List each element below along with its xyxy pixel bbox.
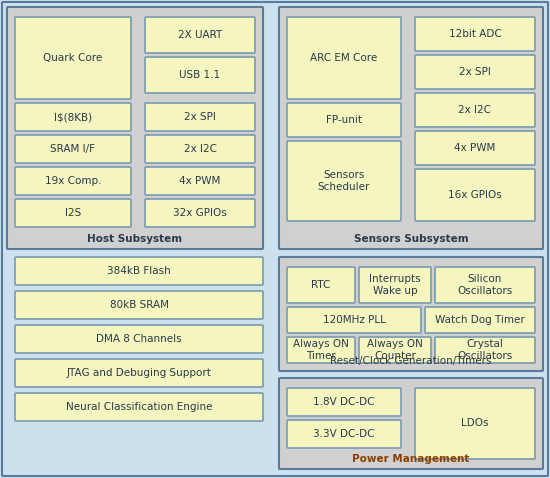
FancyBboxPatch shape (15, 325, 263, 353)
Text: Power Management: Power Management (353, 454, 470, 464)
FancyBboxPatch shape (359, 337, 431, 363)
FancyBboxPatch shape (415, 388, 535, 459)
Text: ARC EM Core: ARC EM Core (310, 53, 378, 63)
FancyBboxPatch shape (145, 199, 255, 227)
Text: 2x SPI: 2x SPI (459, 67, 491, 77)
FancyBboxPatch shape (15, 17, 131, 99)
Text: Silicon
Oscillators: Silicon Oscillators (458, 274, 513, 296)
FancyBboxPatch shape (415, 131, 535, 165)
FancyBboxPatch shape (287, 267, 355, 303)
Text: I2S: I2S (65, 208, 81, 218)
FancyBboxPatch shape (15, 103, 131, 131)
FancyBboxPatch shape (287, 103, 401, 137)
Text: 4x PWM: 4x PWM (454, 143, 496, 153)
FancyBboxPatch shape (435, 337, 535, 363)
Text: 2x I2C: 2x I2C (459, 105, 492, 115)
Text: Host Subsystem: Host Subsystem (87, 234, 183, 244)
FancyBboxPatch shape (435, 267, 535, 303)
FancyBboxPatch shape (15, 291, 263, 319)
Text: I$(8KB): I$(8KB) (54, 112, 92, 122)
Text: 3.3V DC-DC: 3.3V DC-DC (314, 429, 375, 439)
FancyBboxPatch shape (145, 135, 255, 163)
Text: 4x PWM: 4x PWM (179, 176, 221, 186)
FancyBboxPatch shape (279, 7, 543, 249)
FancyBboxPatch shape (415, 169, 535, 221)
FancyBboxPatch shape (15, 135, 131, 163)
Text: 2x I2C: 2x I2C (184, 144, 217, 154)
FancyBboxPatch shape (287, 17, 401, 99)
FancyBboxPatch shape (15, 257, 263, 285)
Text: USB 1.1: USB 1.1 (179, 70, 221, 80)
FancyBboxPatch shape (15, 199, 131, 227)
FancyBboxPatch shape (415, 17, 535, 51)
Text: 2X UART: 2X UART (178, 30, 222, 40)
FancyBboxPatch shape (415, 93, 535, 127)
Text: 120MHz PLL: 120MHz PLL (322, 315, 386, 325)
FancyBboxPatch shape (425, 307, 535, 333)
Text: 384kB Flash: 384kB Flash (107, 266, 171, 276)
Text: 1.8V DC-DC: 1.8V DC-DC (314, 397, 375, 407)
Text: 19x Comp.: 19x Comp. (45, 176, 101, 186)
Text: SRAM I/F: SRAM I/F (51, 144, 96, 154)
Text: 2x SPI: 2x SPI (184, 112, 216, 122)
Text: Sensors Subsystem: Sensors Subsystem (354, 234, 468, 244)
Text: FP-unit: FP-unit (326, 115, 362, 125)
Text: 12bit ADC: 12bit ADC (449, 29, 502, 39)
Text: 80kB SRAM: 80kB SRAM (109, 300, 168, 310)
FancyBboxPatch shape (279, 378, 543, 469)
FancyBboxPatch shape (145, 17, 255, 53)
FancyBboxPatch shape (287, 388, 401, 416)
Text: Quark Core: Quark Core (43, 53, 103, 63)
FancyBboxPatch shape (15, 359, 263, 387)
FancyBboxPatch shape (279, 257, 543, 371)
FancyBboxPatch shape (287, 420, 401, 448)
FancyBboxPatch shape (145, 167, 255, 195)
FancyBboxPatch shape (7, 7, 263, 249)
FancyBboxPatch shape (145, 57, 255, 93)
FancyBboxPatch shape (15, 167, 131, 195)
Text: Interrupts
Wake up: Interrupts Wake up (369, 274, 421, 296)
FancyBboxPatch shape (145, 103, 255, 131)
Text: JTAG and Debuging Support: JTAG and Debuging Support (67, 368, 211, 378)
FancyBboxPatch shape (15, 393, 263, 421)
FancyBboxPatch shape (287, 337, 355, 363)
Text: Sensors
Scheduler: Sensors Scheduler (318, 170, 370, 192)
Text: Always ON
Timer: Always ON Timer (293, 339, 349, 361)
Text: Crystal
Oscillators: Crystal Oscillators (458, 339, 513, 361)
Text: RTC: RTC (311, 280, 331, 290)
FancyBboxPatch shape (415, 55, 535, 89)
Text: 32x GPIOs: 32x GPIOs (173, 208, 227, 218)
Text: Always ON
Counter: Always ON Counter (367, 339, 423, 361)
Text: 16x GPIOs: 16x GPIOs (448, 190, 502, 200)
FancyBboxPatch shape (359, 267, 431, 303)
FancyBboxPatch shape (287, 307, 421, 333)
Text: LDOs: LDOs (461, 419, 489, 428)
FancyBboxPatch shape (287, 141, 401, 221)
Text: Neural Classification Engine: Neural Classification Engine (66, 402, 212, 412)
Text: Reset/Clock Generation/Timers: Reset/Clock Generation/Timers (330, 356, 492, 366)
Text: Watch Dog Timer: Watch Dog Timer (435, 315, 525, 325)
Text: DMA 8 Channels: DMA 8 Channels (96, 334, 182, 344)
